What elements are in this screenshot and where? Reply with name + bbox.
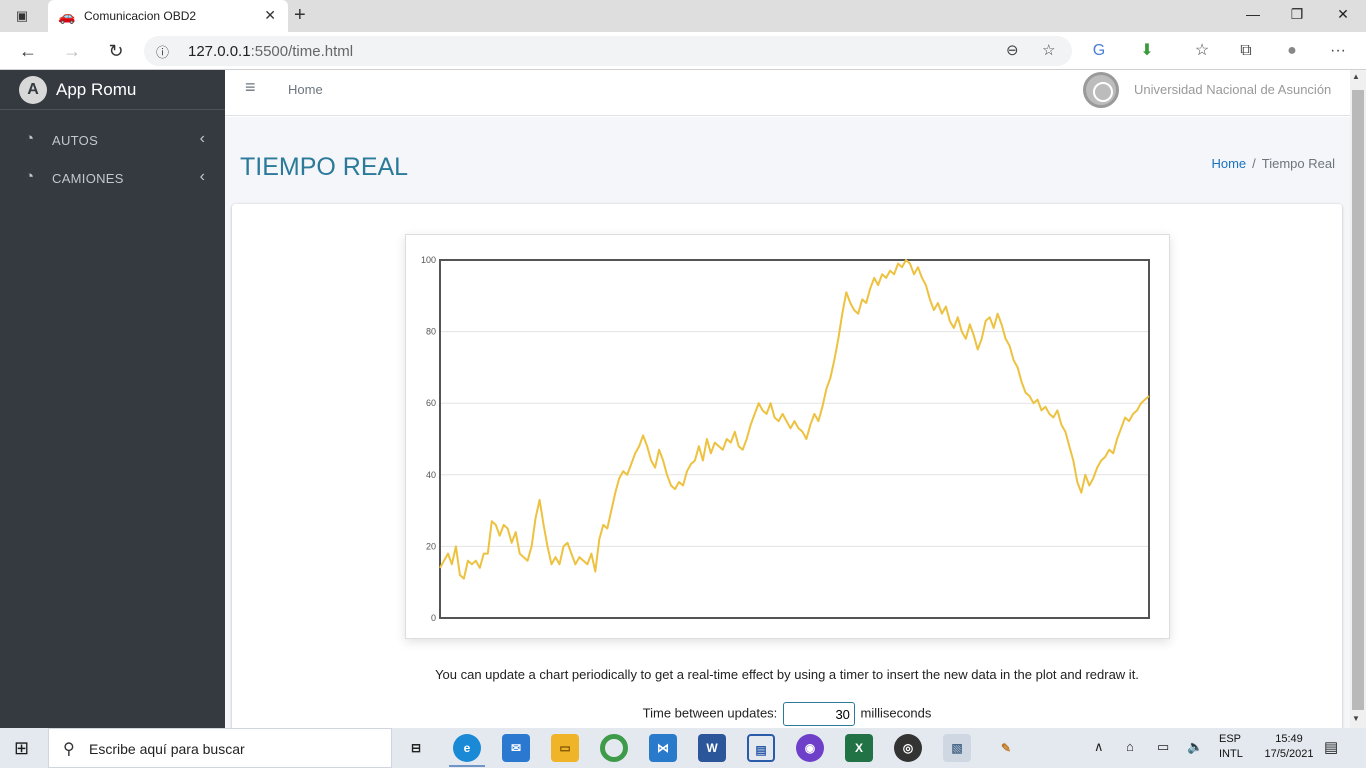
volume-icon[interactable]: 🔈 [1187,739,1204,754]
sidebar-item-autos[interactable]: ◔ AUTOS ‹ [0,124,225,158]
tachometer-icon: ◔ [25,130,35,147]
profile-icon[interactable]: ● [1287,42,1297,59]
university-name: Universidad Nacional de Asunción [1134,82,1332,97]
chevron-left-icon: ‹ [199,130,205,147]
taskbar-search-placeholder: Escribe aquí para buscar [89,741,245,757]
taskbar-search-box[interactable]: ⚲ Escribe aquí para buscar [48,728,392,768]
minimize-icon[interactable]: — [1246,6,1260,22]
close-window-icon[interactable]: ✕ [1337,6,1349,22]
search-icon: ⚲ [63,741,75,758]
edge-browser-icon[interactable]: e [453,734,481,762]
restore-icon[interactable]: ❐ [1290,6,1304,22]
main-header: ≡ Home Universidad Nacional de Asunción [225,70,1350,116]
plot-border [439,259,1150,619]
refresh-icon[interactable]: ↻ [108,41,124,61]
site-info-icon[interactable]: ⓘ [156,45,170,60]
mail-icon[interactable]: ✉ [502,734,530,762]
y-tick-label: 100 [421,255,436,265]
sidebar: A App Romu ◔ AUTOS ‹ ◔ CAMIONES ‹ [0,70,225,728]
language-code: ESP [1219,733,1242,745]
clock-time: 15:49 [1275,733,1303,745]
y-tick-label: 60 [426,398,436,408]
university-seal-icon [1083,72,1119,108]
browser-tab[interactable]: 🚗 Comunicacion OBD2 ✕ [48,0,288,32]
url-field[interactable]: ⓘ 127.0.0.1:5500/time.html ⊖ ☆ [144,36,1072,66]
vscode-icon[interactable]: ⋈ [649,734,677,762]
y-tick-label: 40 [426,470,436,480]
chevron-left-icon: ‹ [199,168,205,185]
y-tick-label: 0 [431,613,436,623]
windows-start-icon[interactable]: ⊞ [14,738,30,758]
notifications-icon[interactable]: ▤ [1324,739,1339,756]
y-tick-label: 20 [426,541,436,551]
security-shield-icon[interactable]: ▤ [747,734,775,762]
collections-icon[interactable]: ⧉ [1240,42,1252,59]
breadcrumb-separator: / [1252,156,1256,171]
more-options-icon[interactable]: ··· [1330,42,1346,59]
clock-date: 17/5/2021 [1264,748,1314,760]
series-line [439,259,1150,580]
url-path: :5500/time.html [250,43,354,60]
url-host: 127.0.0.1 [188,43,251,60]
update-interval-unit: milliseconds [860,705,932,721]
tab-title: Comunicacion OBD2 [84,9,197,23]
chart-description: You can update a chart periodically to g… [435,667,1139,682]
update-interval-row: Time between updates: milliseconds [232,702,1342,726]
address-bar: ← → ↻ ⓘ 127.0.0.1:5500/time.html ⊖ ☆ G ⬇… [0,32,1366,70]
battery-icon[interactable]: ▭ [1157,739,1170,754]
browser-tab-bar: ▣ 🚗 Comunicacion OBD2 ✕ + — ❐ ✕ [0,0,1366,32]
hamburger-menu-icon[interactable]: ≡ [245,77,256,97]
monitor-app-icon[interactable]: ▧ [943,734,971,762]
translate-icon[interactable]: G [1092,42,1106,59]
github-desktop-icon[interactable]: ◉ [796,734,824,762]
chart-container: 0 20 40 60 80 100 [405,234,1170,639]
input-language[interactable]: ESP INTL [1219,732,1243,762]
scroll-up-icon[interactable]: ▲ [1352,72,1360,81]
chrome-icon[interactable] [600,734,628,762]
excel-icon[interactable]: X [845,734,873,762]
brand-logo-icon: A [19,76,47,104]
task-view-icon[interactable]: ⊟ [410,741,422,755]
breadcrumb: Home / Tiempo Real [1211,156,1335,171]
sidebar-item-label: AUTOS [52,133,99,148]
media-player-icon[interactable]: ◎ [894,734,922,762]
scroll-down-icon[interactable]: ▼ [1352,714,1360,723]
close-tab-icon[interactable]: ✕ [264,7,276,23]
y-tick-label: 80 [426,327,436,337]
show-hidden-icons[interactable]: ∧ [1094,739,1104,754]
back-icon[interactable]: ← [19,41,37,61]
breadcrumb-current: Tiempo Real [1261,156,1335,171]
nav-home-link[interactable]: Home [288,82,323,97]
favorites-icon[interactable]: ☆ [1194,42,1210,59]
paint-icon[interactable]: ✎ [992,734,1020,762]
page-title: TIEMPO REAL [240,153,409,181]
chart-card: 0 20 40 60 80 100 You can update a chart peri… [232,204,1342,728]
download-extension-icon[interactable]: ⬇ [1140,42,1154,59]
brand-link[interactable]: A App Romu [0,70,225,110]
network-icon[interactable]: ⌂ [1126,739,1134,754]
scrollbar-thumb[interactable] [1352,90,1364,710]
active-app-indicator [449,765,485,767]
add-favorite-icon[interactable]: ☆ [1042,42,1056,59]
tachometer-icon: ◔ [25,168,35,185]
keyboard-layout: INTL [1219,748,1243,760]
system-clock[interactable]: 15:49 17/5/2021 [1258,732,1320,762]
word-icon[interactable]: W [698,734,726,762]
car-icon: 🚗 [58,8,76,24]
update-interval-label: Time between updates: [642,705,778,721]
breadcrumb-home-link[interactable]: Home [1211,156,1247,171]
realtime-line-chart: 0 20 40 60 80 100 [421,255,1150,623]
brand-text: App Romu [56,80,137,99]
content-wrapper: TIEMPO REAL Home / Tiempo Real 0 20 40 60 80 10… [225,117,1350,728]
forward-icon[interactable]: → [63,41,81,61]
file-explorer-icon[interactable]: ▭ [551,734,579,762]
sidebar-item-camiones[interactable]: ◔ CAMIONES ‹ [0,162,225,196]
windows-taskbar: ⊞ ⚲ Escribe aquí para buscar ⊟ e ✉ ▭ ⋈ W… [0,728,1366,768]
sidebar-item-label: CAMIONES [52,171,124,186]
update-interval-input[interactable] [782,702,855,726]
zoom-icon[interactable]: ⊖ [1006,42,1019,59]
new-tab-icon[interactable]: + [294,4,306,26]
tab-actions-icon[interactable]: ▣ [15,8,29,23]
url-text: 127.0.0.1:5500/time.html [188,43,353,60]
